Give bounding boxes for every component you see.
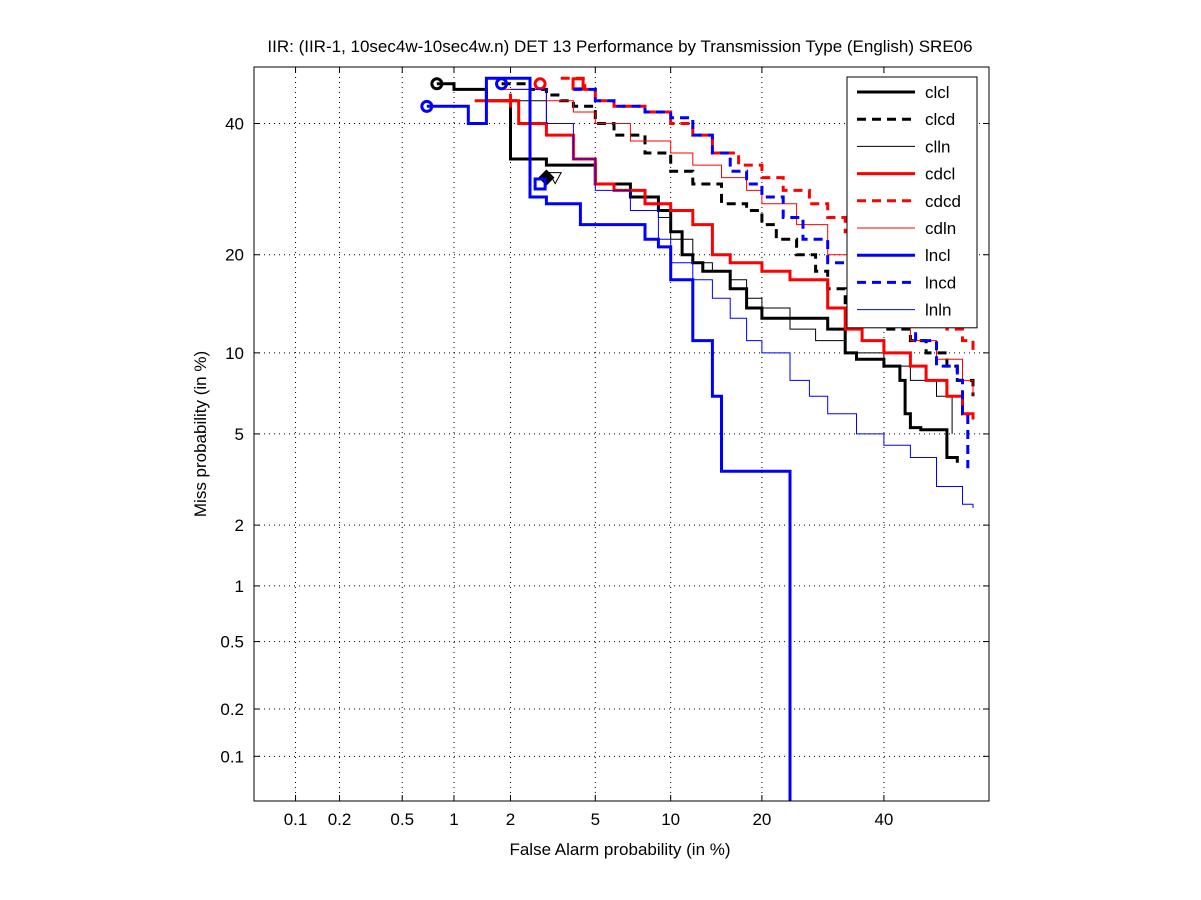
y-tick-label: 0.5 [220,633,244,652]
x-tick-label: 0.2 [328,810,352,829]
x-axis-label: False Alarm probability (in %) [509,840,730,859]
series-marker-cdln [503,93,518,108]
series-marker-clcd [430,77,444,91]
x-tick-label: 20 [752,810,771,829]
legend-label-clcd: clcd [925,110,955,129]
y-axis-label: Miss probability (in %) [191,351,210,517]
legend-box [846,76,978,329]
chart-title: IIR: (IIR-1, 10sec4w-10sec4w.n) DET 13 P… [267,37,972,56]
series-line-lnln [510,88,974,509]
series-marker-clln [548,172,563,185]
legend-label-lnln: lnln [925,301,951,320]
x-tick-label: 0.1 [284,810,308,829]
series-layer [420,76,975,801]
x-tick-label: 0.5 [390,810,414,829]
y-tick-label: 40 [225,115,244,134]
series-line-lncd [573,87,970,469]
x-tick-label: 10 [661,810,680,829]
axis-ticks: 0.1 0.2 0.5 1 2 5 10 20 40 0.1 0.2 0.5 1 2 5 10 20 40 [220,67,989,829]
series-marker-cdcl [533,77,547,91]
legend: clcl clcd clln cdcl cdcd cdln lncl lncd lnln [846,76,978,329]
legend-label-clcl: clcl [925,83,950,102]
series-marker-lncd [533,177,547,191]
y-tick-label: 10 [225,344,244,363]
y-tick-label: 2 [235,516,244,535]
series-line-lncl [426,76,792,801]
y-tick-label: 0.1 [220,747,244,766]
series-marker-lncl [420,99,434,113]
legend-label-lncl: lncl [925,246,951,265]
x-tick-label: 40 [874,810,893,829]
x-tick-label: 2 [506,810,515,829]
y-tick-label: 20 [225,246,244,265]
x-tick-label: 1 [449,810,458,829]
legend-label-lncd: lncd [925,273,956,292]
y-tick-label: 0.2 [220,700,244,719]
legend-label-cdcl: cdcl [925,165,955,184]
y-tick-label: 1 [235,577,244,596]
x-tick-label: 5 [591,810,600,829]
legend-label-clln: clln [925,137,951,156]
y-tick-label: 5 [235,425,244,444]
legend-label-cdcd: cdcd [925,192,961,211]
legend-label-cdln: cdln [925,219,956,238]
series-line-cdcd [560,76,975,353]
series-marker-lnln [495,77,509,91]
